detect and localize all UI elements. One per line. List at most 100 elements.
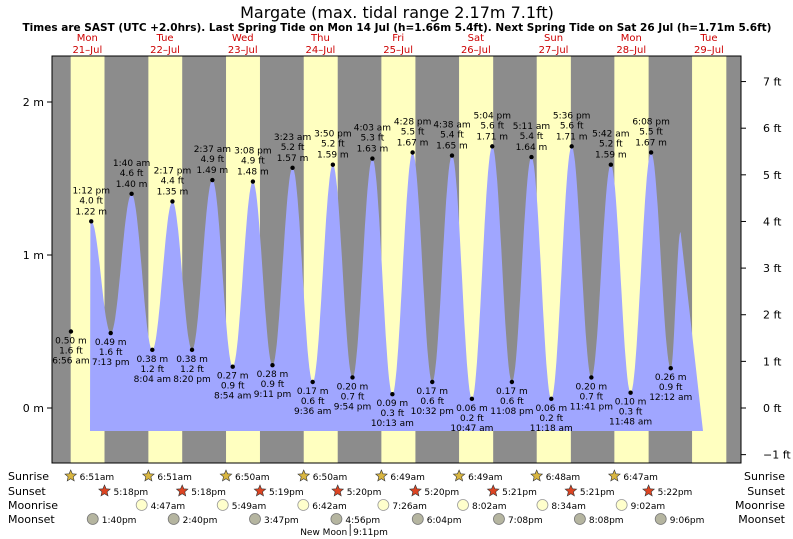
tide-time: 11:08 pm — [490, 407, 533, 417]
moonrise-icon — [216, 499, 229, 511]
row-label-moonrise-left: Moonrise — [8, 499, 58, 512]
day-name: Tue — [156, 33, 174, 44]
tide-time: 5:11 am — [513, 122, 550, 132]
moonset-time: 1:40pm — [102, 516, 137, 526]
tide-time: 5:04 pm — [473, 111, 511, 121]
tide-height-m: 0.20 m — [576, 382, 608, 392]
day-date: 24–Jul — [306, 45, 336, 56]
tide-time: 12:12 am — [649, 393, 692, 403]
sunrise-icon — [64, 469, 78, 482]
tide-height-m: 0.20 m — [337, 382, 369, 392]
tide-time: 8:54 am — [214, 392, 251, 402]
day-date: 27–Jul — [539, 45, 569, 56]
moonrise-icon — [135, 499, 148, 511]
row-label-sunrise-right: Sunrise — [744, 470, 785, 483]
row-label-moonset-left: Moonset — [8, 513, 55, 526]
tide-time: 2:37 am — [194, 145, 231, 155]
moonset-time: 8:08pm — [589, 516, 624, 526]
moonrise-time: 8:34am — [551, 502, 586, 512]
axes: 0 m 1 m 2 m −1 ft 0 ft 1 ft 2 ft 3 ft 4 ft 5 ft 6 … — [23, 55, 791, 464]
tide-point — [410, 150, 415, 155]
tide-time: 11:48 am — [609, 418, 652, 428]
moonrise-icon — [536, 499, 549, 511]
tide-height-m: 1.71 m — [556, 132, 588, 142]
tide-height-ft: 0.6 ft — [301, 397, 325, 407]
sunset-time: 5:21pm — [580, 488, 615, 498]
tide-time: 6:08 pm — [632, 117, 670, 127]
tide-height-ft: 0.6 ft — [420, 397, 444, 407]
tide-height-m: 1.59 m — [595, 151, 627, 161]
tide-time: 10:47 am — [450, 424, 493, 434]
moonrise-icon — [457, 499, 469, 511]
sunrise-time: 6:50am — [313, 473, 348, 483]
tide-point — [549, 396, 554, 402]
plot-border — [51, 55, 742, 464]
day-date: 22–Jul — [150, 45, 180, 56]
y-right-tick-label: 7 ft — [763, 76, 782, 89]
tide-point — [589, 375, 594, 380]
moonrise-icon — [615, 499, 628, 511]
tide-time: 5:42 am — [592, 130, 629, 140]
tide-height-ft: 5.3 ft — [361, 134, 385, 144]
tide-height-m: 0.10 m — [615, 398, 647, 408]
tide-point — [129, 191, 134, 196]
tide-height-ft: 0.7 ft — [341, 392, 365, 402]
sunset-icon — [408, 484, 422, 497]
tide-point — [490, 144, 495, 149]
day-date: 21–Jul — [72, 45, 102, 56]
moonrise-time: 4:47am — [151, 502, 186, 512]
tide-height-m: 0.09 m — [377, 399, 409, 409]
tide-time: 8:04 am — [134, 375, 171, 385]
sunrise-time: 6:47am — [623, 473, 658, 483]
tide-time: 10:32 pm — [411, 407, 454, 417]
sunset-icon — [253, 484, 267, 497]
tide-height-ft: 5.4 ft — [440, 131, 464, 141]
sunrise-icon — [297, 469, 311, 482]
tide-height-ft: 5.4 ft — [520, 132, 544, 142]
tide-height-m: 0.28 m — [257, 370, 289, 380]
moonset-time: 7:08pm — [508, 516, 543, 526]
y-right-tick-label: 0 ft — [763, 402, 782, 415]
tide-height-m: 0.27 m — [217, 372, 249, 382]
tide-time: 6:56 am — [52, 357, 89, 367]
tide-time: 7:13 pm — [92, 358, 130, 368]
sunrise-icon — [219, 469, 233, 482]
sunset-icon — [642, 484, 656, 497]
moon-phase-label: New Moon — [300, 528, 347, 538]
sunrise-time: 6:49am — [468, 473, 503, 483]
tide-time: 11:18 am — [530, 424, 573, 434]
sunrise-time: 6:49am — [390, 473, 425, 483]
tide-height-ft: 1.6 ft — [99, 348, 123, 358]
sunrise-icon — [607, 469, 621, 482]
moonset-time: 3:47pm — [264, 516, 299, 526]
tide-height-m: 1.22 m — [75, 207, 107, 217]
tide-time: 4:28 pm — [394, 117, 432, 127]
y-left-tick-label: 1 m — [23, 249, 44, 262]
tide-time: 9:54 pm — [334, 402, 372, 412]
tide-point — [310, 379, 315, 385]
y-right-tick-label: 2 ft — [763, 309, 782, 322]
y-right-tick-label: 1 ft — [763, 355, 782, 368]
y-left-tick-label: 2 m — [23, 96, 44, 109]
moonset-time: 4:56pm — [345, 516, 380, 526]
tide-height-ft: 5.6 ft — [560, 121, 584, 131]
tide-height-ft: 1.6 ft — [59, 347, 83, 357]
tide-height-ft: 5.2 ft — [321, 140, 345, 150]
moonset-icon — [249, 513, 261, 525]
tide-time: 5:36 pm — [553, 111, 591, 121]
row-label-sunrise-left: Sunrise — [8, 470, 49, 483]
tide-time: 4:03 am — [354, 124, 391, 134]
tide-height-m: 0.38 m — [136, 355, 168, 365]
tide-time: 4:38 am — [433, 121, 470, 131]
y-left-tick-label: 0 m — [23, 402, 44, 415]
moonrise-time: 8:02am — [472, 502, 507, 512]
tide-height-ft: 5.2 ft — [599, 140, 623, 150]
tide-height-ft: 4.4 ft — [161, 176, 185, 186]
tide-height-ft: 1.2 ft — [140, 365, 164, 375]
tide-time: 1:12 pm — [72, 186, 110, 196]
y-right-tick-label: 4 ft — [763, 215, 782, 228]
moonset-icon — [167, 513, 180, 525]
tide-height-ft: 0.9 ft — [261, 380, 285, 390]
tide-time: 8:20 pm — [173, 375, 211, 385]
